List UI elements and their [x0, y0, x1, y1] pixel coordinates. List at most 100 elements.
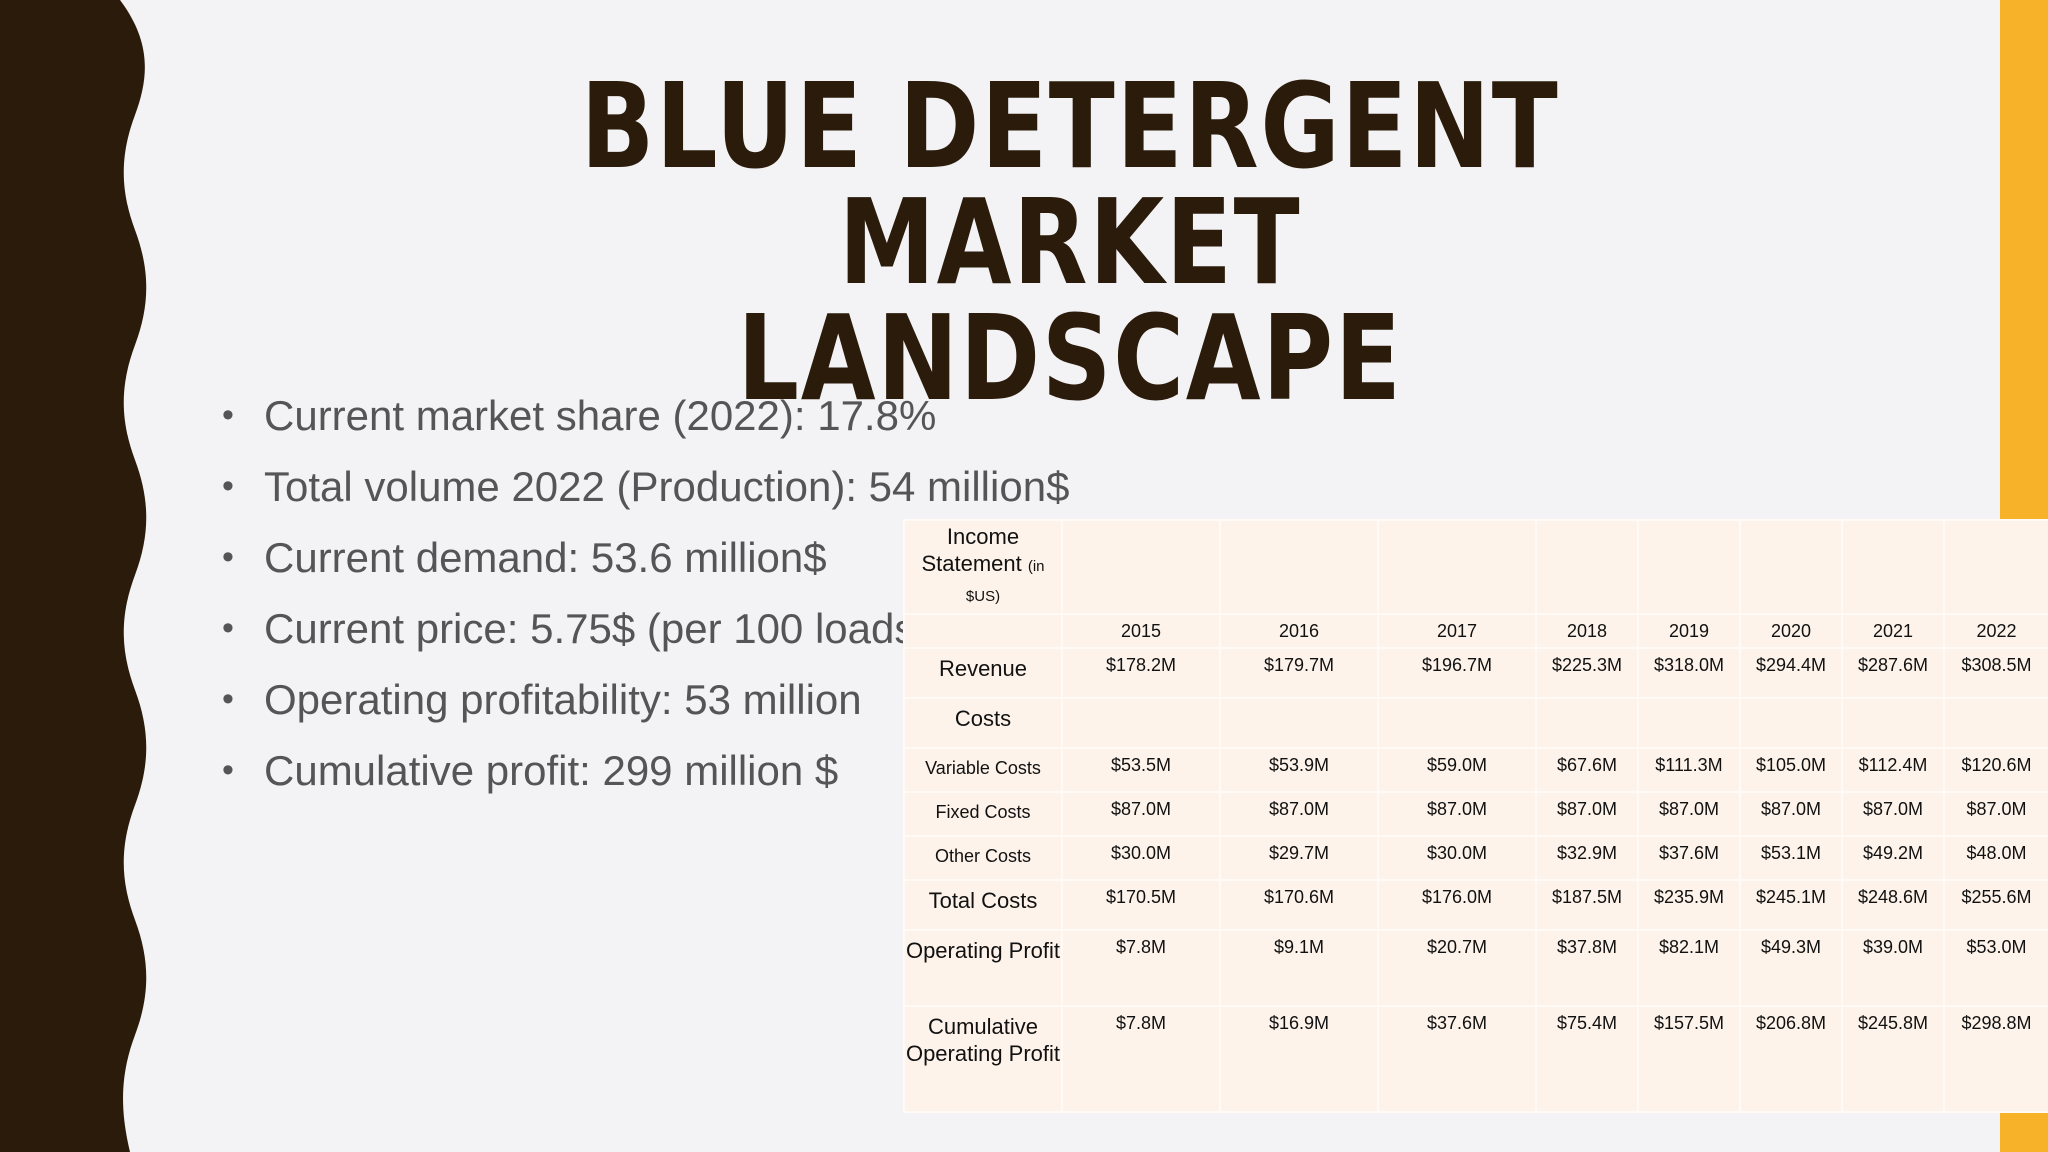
table-cell: $30.0M — [1377, 835, 1537, 881]
year-header-cell: 2022 — [1943, 613, 2048, 649]
table-cell: $170.5M — [1061, 879, 1221, 931]
table-cell — [1739, 697, 1843, 749]
table-cell: $87.0M — [1535, 791, 1639, 837]
table-cell: $16.9M — [1219, 1005, 1379, 1113]
year-header-cell: 2017 — [1377, 613, 1537, 649]
table-cell: $245.1M — [1739, 879, 1843, 931]
table-cell: $7.8M — [1061, 1005, 1221, 1113]
table-row: Total Costs $170.5M $170.6M $176.0M $187.5M $… — [903, 879, 2048, 931]
row-label: Fixed Costs — [903, 791, 1063, 837]
table-cell — [1943, 697, 2048, 749]
table-row: Fixed Costs $87.0M $87.0M $87.0M $87.0M $87.0… — [903, 791, 2048, 837]
row-label: Other Costs — [903, 835, 1063, 881]
table-year-row: 2015 2016 2017 2018 2019 2020 2021 2022 — [903, 613, 2048, 649]
bullet-item: • Current price: 5.75$ (per 100 loads) — [222, 593, 1069, 664]
table-cell — [1061, 697, 1221, 749]
table-cell: $248.6M — [1841, 879, 1945, 931]
bullet-item: • Current market share (2022): 17.8% — [222, 380, 1069, 451]
table-cell: $82.1M — [1637, 929, 1741, 1007]
table-row: Operating Profit $7.8M $9.1M $20.7M $37.8M $8… — [903, 929, 2048, 1007]
year-header-cell: 2020 — [1739, 613, 1843, 649]
table-cell: $87.0M — [1219, 791, 1379, 837]
row-label: Cumulative Operating Profit — [903, 1005, 1063, 1113]
row-label: Operating Profit — [903, 929, 1063, 1007]
table-cell: $120.6M — [1943, 747, 2048, 793]
bullet-dot-icon: • — [222, 538, 234, 576]
table-cell — [1535, 697, 1639, 749]
table-cell: $235.9M — [1637, 879, 1741, 931]
table-cell: $170.6M — [1219, 879, 1379, 931]
table-cell: $37.6M — [1377, 1005, 1537, 1113]
table-row: Other Costs $30.0M $29.7M $30.0M $32.9M $37.6… — [903, 835, 2048, 881]
row-label: Variable Costs — [903, 747, 1063, 793]
table-cell: $178.2M — [1061, 647, 1221, 699]
table-cell: $37.6M — [1637, 835, 1741, 881]
table-header-cell: Income Statement (in $US) — [903, 519, 1063, 615]
bullet-dot-icon: • — [222, 396, 234, 434]
table-cell: $179.7M — [1219, 647, 1379, 699]
table-cell: $37.8M — [1535, 929, 1639, 1007]
table-row: Cumulative Operating Profit $7.8M $16.9M $3… — [903, 1005, 2048, 1113]
table-cell: $59.0M — [1377, 747, 1537, 793]
table-cell: $105.0M — [1739, 747, 1843, 793]
table-cell: $75.4M — [1535, 1005, 1639, 1113]
table-cell: $87.0M — [1943, 791, 2048, 837]
header-main-label: Income Statement — [921, 524, 1022, 576]
table-cell: $87.0M — [1739, 791, 1843, 837]
table-cell: $294.4M — [1739, 647, 1843, 699]
table-cell: $157.5M — [1637, 1005, 1741, 1113]
table-cell: $176.0M — [1377, 879, 1537, 931]
bullet-dot-icon: • — [222, 467, 234, 505]
year-header-cell: 2016 — [1219, 613, 1379, 649]
table-cell: $225.3M — [1535, 647, 1639, 699]
bullet-item: • Operating profitability: 53 million — [222, 664, 1069, 735]
left-wave-decoration — [0, 0, 147, 1152]
bullet-item: • Current demand: 53.6 million$ — [222, 522, 1069, 593]
bullet-dot-icon: • — [222, 680, 234, 718]
table-cell: $53.0M — [1943, 929, 2048, 1007]
table-cell: $49.3M — [1739, 929, 1843, 1007]
table-row: Variable Costs $53.5M $53.9M $59.0M $67.6M $1… — [903, 747, 2048, 793]
table-cell: $308.5M — [1943, 647, 2048, 699]
header-unit-label: (in $US) — [965, 558, 1045, 605]
table-cell: $53.9M — [1219, 747, 1379, 793]
year-header-cell: 2021 — [1841, 613, 1945, 649]
row-label: Total Costs — [903, 879, 1063, 931]
table-cell — [1637, 697, 1741, 749]
table-cell — [1219, 697, 1379, 749]
table-cell: $87.0M — [1637, 791, 1741, 837]
bullet-item: • Cumulative profit: 299 million $ — [222, 735, 1069, 806]
table-cell: $298.8M — [1943, 1005, 2048, 1113]
table-cell: $53.5M — [1061, 747, 1221, 793]
year-header-cell: 2018 — [1535, 613, 1639, 649]
income-statement-table: Income Statement (in $US) 2015 2016 2017 20… — [903, 519, 2048, 1113]
bullet-list: • Current market share (2022): 17.8% • Tot… — [222, 380, 1069, 806]
year-header-cell: 2015 — [1061, 613, 1221, 649]
table-cell: $67.6M — [1535, 747, 1639, 793]
table-cell: $255.6M — [1943, 879, 2048, 931]
table-cell: $245.8M — [1841, 1005, 1945, 1113]
table-cell: $30.0M — [1061, 835, 1221, 881]
table-row: Revenue $178.2M $179.7M $196.7M $225.3M $318.… — [903, 647, 2048, 699]
table-cell: $32.9M — [1535, 835, 1639, 881]
table-cell: $87.0M — [1377, 791, 1537, 837]
title-line-2: LANDSCAPE — [737, 289, 1403, 427]
table-cell: $206.8M — [1739, 1005, 1843, 1113]
table-cell — [1377, 697, 1537, 749]
row-label: Costs — [903, 697, 1063, 749]
table-cell: $49.2M — [1841, 835, 1945, 881]
table-cell: $29.7M — [1219, 835, 1379, 881]
title-line-1: BLUE DETERGENT MARKET — [580, 57, 1560, 311]
table-cell: $53.1M — [1739, 835, 1843, 881]
table-cell: $318.0M — [1637, 647, 1741, 699]
table-cell: $187.5M — [1535, 879, 1639, 931]
table-header-row: Income Statement (in $US) — [903, 519, 2048, 615]
table-cell: $287.6M — [1841, 647, 1945, 699]
table-cell: $112.4M — [1841, 747, 1945, 793]
bullet-dot-icon: • — [222, 751, 234, 789]
table-cell: $87.0M — [1061, 791, 1221, 837]
bullet-item: • Total volume 2022 (Production): 54 mill… — [222, 451, 1069, 522]
table-cell: $20.7M — [1377, 929, 1537, 1007]
table-cell: $87.0M — [1841, 791, 1945, 837]
year-header-cell: 2019 — [1637, 613, 1741, 649]
